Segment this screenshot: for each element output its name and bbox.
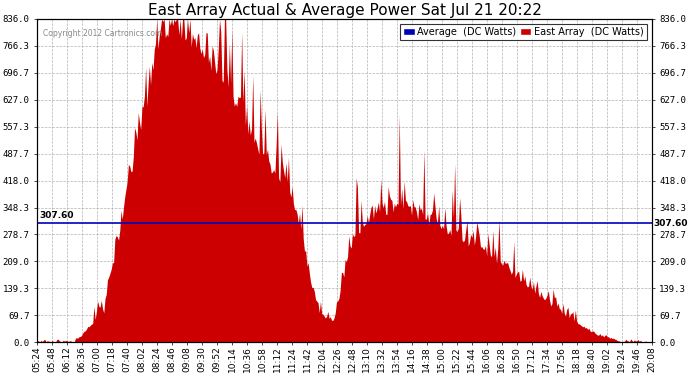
Legend: Average  (DC Watts), East Array  (DC Watts): Average (DC Watts), East Array (DC Watts… — [400, 24, 647, 40]
Text: 307.60: 307.60 — [39, 211, 74, 220]
Text: 307.60: 307.60 — [653, 219, 687, 228]
Title: East Array Actual & Average Power Sat Jul 21 20:22: East Array Actual & Average Power Sat Ju… — [148, 3, 542, 18]
Text: Copyright 2012 Cartronics.com: Copyright 2012 Cartronics.com — [43, 28, 163, 38]
